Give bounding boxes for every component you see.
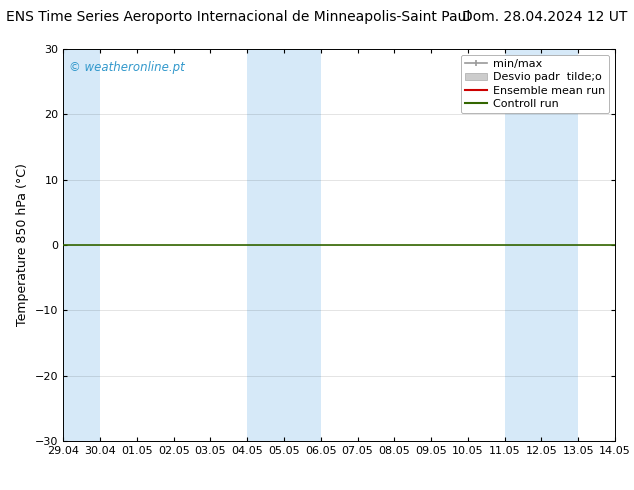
Bar bbox=[247, 49, 321, 441]
Text: Dom. 28.04.2024 12 UT: Dom. 28.04.2024 12 UT bbox=[462, 10, 628, 24]
Bar bbox=[63, 49, 100, 441]
Y-axis label: Temperature 850 hPa (°C): Temperature 850 hPa (°C) bbox=[16, 164, 30, 326]
Bar bbox=[505, 49, 578, 441]
Text: ENS Time Series Aeroporto Internacional de Minneapolis-Saint Paul: ENS Time Series Aeroporto Internacional … bbox=[6, 10, 470, 24]
Legend: min/max, Desvio padr  tilde;o, Ensemble mean run, Controll run: min/max, Desvio padr tilde;o, Ensemble m… bbox=[460, 54, 609, 114]
Text: © weatheronline.pt: © weatheronline.pt bbox=[69, 61, 184, 74]
